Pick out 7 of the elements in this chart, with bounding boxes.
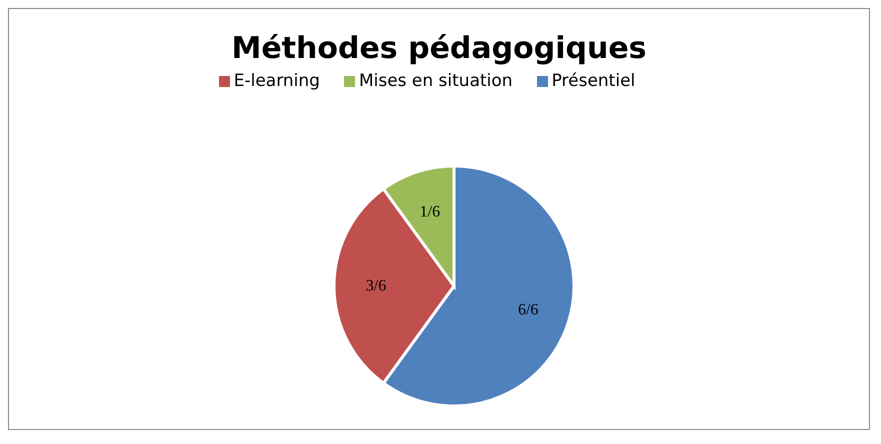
chart-title: Méthodes pédagogiques <box>230 31 648 66</box>
data-label: 6/6 <box>518 302 538 319</box>
data-label: 3/6 <box>366 278 386 295</box>
legend-label: Présentiel <box>552 71 636 91</box>
legend-label: E-learning <box>234 71 320 91</box>
data-label: 1/6 <box>420 203 440 220</box>
legend-label: Mises en situation <box>358 71 513 91</box>
